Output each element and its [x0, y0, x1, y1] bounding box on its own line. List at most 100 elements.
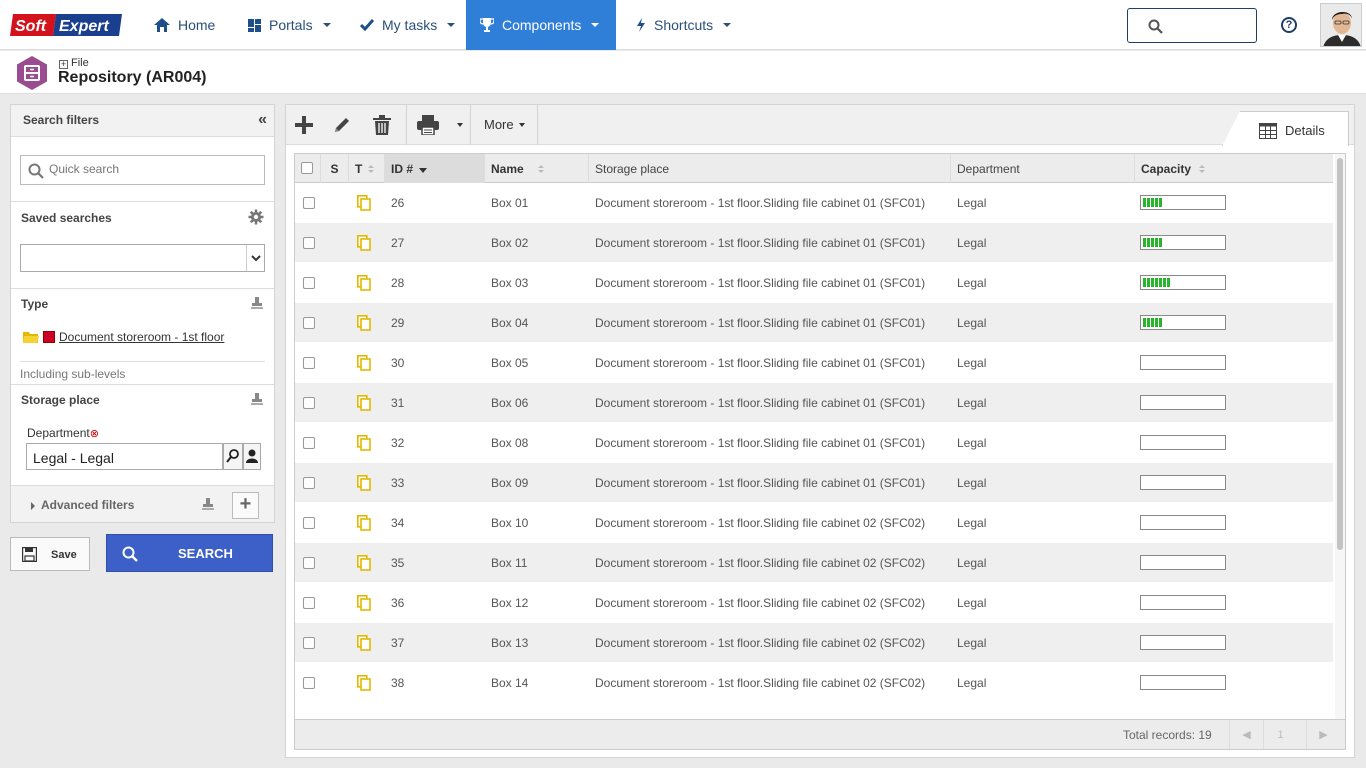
- row-id: 35: [391, 556, 405, 570]
- row-checkbox[interactable]: [303, 503, 315, 543]
- row-name: Box 03: [491, 276, 529, 290]
- table-row[interactable]: 27 Box 02 Document storeroom - 1st floor.S…: [295, 223, 1333, 263]
- row-name: Box 01: [491, 196, 529, 210]
- row-checkbox[interactable]: [303, 383, 315, 423]
- table-row[interactable]: 29 Box 04 Document storeroom - 1st floor.S…: [295, 303, 1333, 343]
- table-row[interactable]: 26 Box 01 Document storeroom - 1st floor.S…: [295, 183, 1333, 223]
- advanced-filters-bar[interactable]: Advanced filters +: [11, 485, 274, 522]
- row-department: Legal: [957, 476, 987, 490]
- table-row[interactable]: [295, 703, 1333, 719]
- table-row[interactable]: 32 Box 08 Document storeroom - 1st floor.S…: [295, 423, 1333, 463]
- vertical-scrollbar[interactable]: [1335, 154, 1345, 719]
- tab-details[interactable]: Details: [1222, 111, 1349, 146]
- capacity-bar: [1140, 315, 1226, 330]
- chevron-down-icon: [591, 23, 600, 27]
- select-all-checkbox[interactable]: [295, 154, 321, 183]
- table-row[interactable]: 38 Box 14 Document storeroom - 1st floor.S…: [295, 663, 1333, 703]
- row-name: Box 08: [491, 436, 529, 450]
- softexpert-logo[interactable]: Soft Expert: [10, 13, 122, 37]
- department-field[interactable]: Legal - Legal: [26, 443, 223, 470]
- column-header-capacity[interactable]: Capacity: [1135, 154, 1333, 183]
- column-t-label: T: [355, 162, 363, 176]
- column-header-storage-place[interactable]: Storage place: [589, 154, 951, 183]
- row-checkbox[interactable]: [303, 623, 315, 663]
- document-icon: [357, 583, 373, 623]
- quick-search-field[interactable]: [20, 155, 265, 185]
- table-row[interactable]: 35 Box 11 Document storeroom - 1st floor.S…: [295, 543, 1333, 583]
- checkbox[interactable]: [301, 162, 313, 174]
- row-checkbox[interactable]: [303, 183, 315, 223]
- zoom-search-icon[interactable]: [223, 443, 243, 470]
- help-icon[interactable]: ?: [1281, 17, 1297, 33]
- saved-searches-select[interactable]: [20, 244, 265, 272]
- expand-icon: +: [59, 59, 68, 69]
- nav-components[interactable]: Components: [466, 0, 616, 50]
- user-icon[interactable]: [243, 443, 261, 470]
- search-button[interactable]: SEARCH: [106, 534, 273, 572]
- nav-portals[interactable]: Portals: [234, 0, 345, 50]
- quick-search-input[interactable]: [49, 162, 249, 176]
- row-checkbox[interactable]: [303, 303, 315, 343]
- row-checkbox[interactable]: [303, 583, 315, 623]
- row-checkbox[interactable]: [303, 263, 315, 303]
- type-filter-item[interactable]: Document storeroom - 1st floor: [23, 330, 224, 344]
- more-menu-button[interactable]: More: [484, 117, 525, 132]
- storage-color-icon: [43, 331, 55, 343]
- table-footer: Total records: 19 ◀ 1 ▶: [295, 719, 1345, 749]
- save-search-button[interactable]: Save: [10, 537, 90, 571]
- records-table: S T ID # Name Storage place Department C…: [294, 153, 1346, 750]
- capacity-bar: [1140, 275, 1226, 290]
- global-search-input[interactable]: [1127, 8, 1257, 43]
- add-button[interactable]: [286, 105, 322, 145]
- column-header-s[interactable]: S: [321, 154, 349, 183]
- column-name-label: Name: [491, 162, 524, 176]
- table-row[interactable]: 33 Box 09 Document storeroom - 1st floor.S…: [295, 463, 1333, 503]
- column-header-department[interactable]: Department: [951, 154, 1135, 183]
- table-row[interactable]: 31 Box 06 Document storeroom - 1st floor.S…: [295, 383, 1333, 423]
- pin-icon[interactable]: [202, 498, 214, 512]
- pin-icon[interactable]: [251, 297, 263, 311]
- nav-home[interactable]: Home: [140, 0, 229, 50]
- nav-shortcuts[interactable]: Shortcuts: [622, 0, 745, 50]
- prev-page-button[interactable]: ◀: [1229, 720, 1263, 749]
- nav-my-tasks[interactable]: My tasks: [346, 0, 469, 50]
- column-header-name[interactable]: Name: [485, 154, 589, 183]
- row-department: Legal: [957, 556, 987, 570]
- table-row[interactable]: 37 Box 13 Document storeroom - 1st floor.S…: [295, 623, 1333, 663]
- row-checkbox[interactable]: [303, 223, 315, 263]
- row-storage-place: Document storeroom - 1st floor.Sliding f…: [595, 676, 926, 690]
- search-filters-title: Search filters: [23, 113, 100, 127]
- next-page-button[interactable]: ▶: [1306, 720, 1340, 749]
- avatar[interactable]: [1320, 3, 1362, 47]
- page-number[interactable]: 1: [1263, 720, 1297, 749]
- row-checkbox[interactable]: [303, 463, 315, 503]
- next-icon: ▶: [1319, 729, 1328, 741]
- row-checkbox[interactable]: [303, 423, 315, 463]
- document-icon: [357, 623, 373, 663]
- breadcrumb[interactable]: + File: [59, 57, 89, 69]
- row-name: Box 11: [491, 556, 528, 570]
- chevron-down-icon[interactable]: [246, 245, 264, 271]
- column-header-t[interactable]: T: [349, 154, 385, 183]
- table-row[interactable]: 30 Box 05 Document storeroom - 1st floor.S…: [295, 343, 1333, 383]
- row-checkbox[interactable]: [303, 543, 315, 583]
- type-filter-value[interactable]: Document storeroom - 1st floor: [59, 330, 225, 344]
- table-row[interactable]: 34 Box 10 Document storeroom - 1st floor.S…: [295, 503, 1333, 543]
- delete-button[interactable]: [364, 105, 400, 145]
- row-checkbox[interactable]: [303, 663, 315, 703]
- column-header-id[interactable]: ID #: [385, 154, 485, 183]
- row-checkbox[interactable]: [303, 343, 315, 383]
- table-row[interactable]: 36 Box 12 Document storeroom - 1st floor.S…: [295, 583, 1333, 623]
- row-name: Box 14: [491, 676, 529, 690]
- capacity-bar: [1140, 235, 1226, 250]
- gear-icon[interactable]: [248, 209, 264, 225]
- print-button[interactable]: [410, 105, 470, 145]
- pin-icon[interactable]: [251, 393, 263, 407]
- save-label: Save: [51, 549, 77, 561]
- scrollbar-thumb[interactable]: [1337, 158, 1343, 550]
- collapse-icon[interactable]: «: [258, 111, 267, 128]
- add-filter-button[interactable]: +: [232, 492, 259, 519]
- table-row[interactable]: 28 Box 03 Document storeroom - 1st floor.S…: [295, 263, 1333, 303]
- column-s-label: S: [330, 162, 339, 176]
- edit-button[interactable]: [324, 105, 360, 145]
